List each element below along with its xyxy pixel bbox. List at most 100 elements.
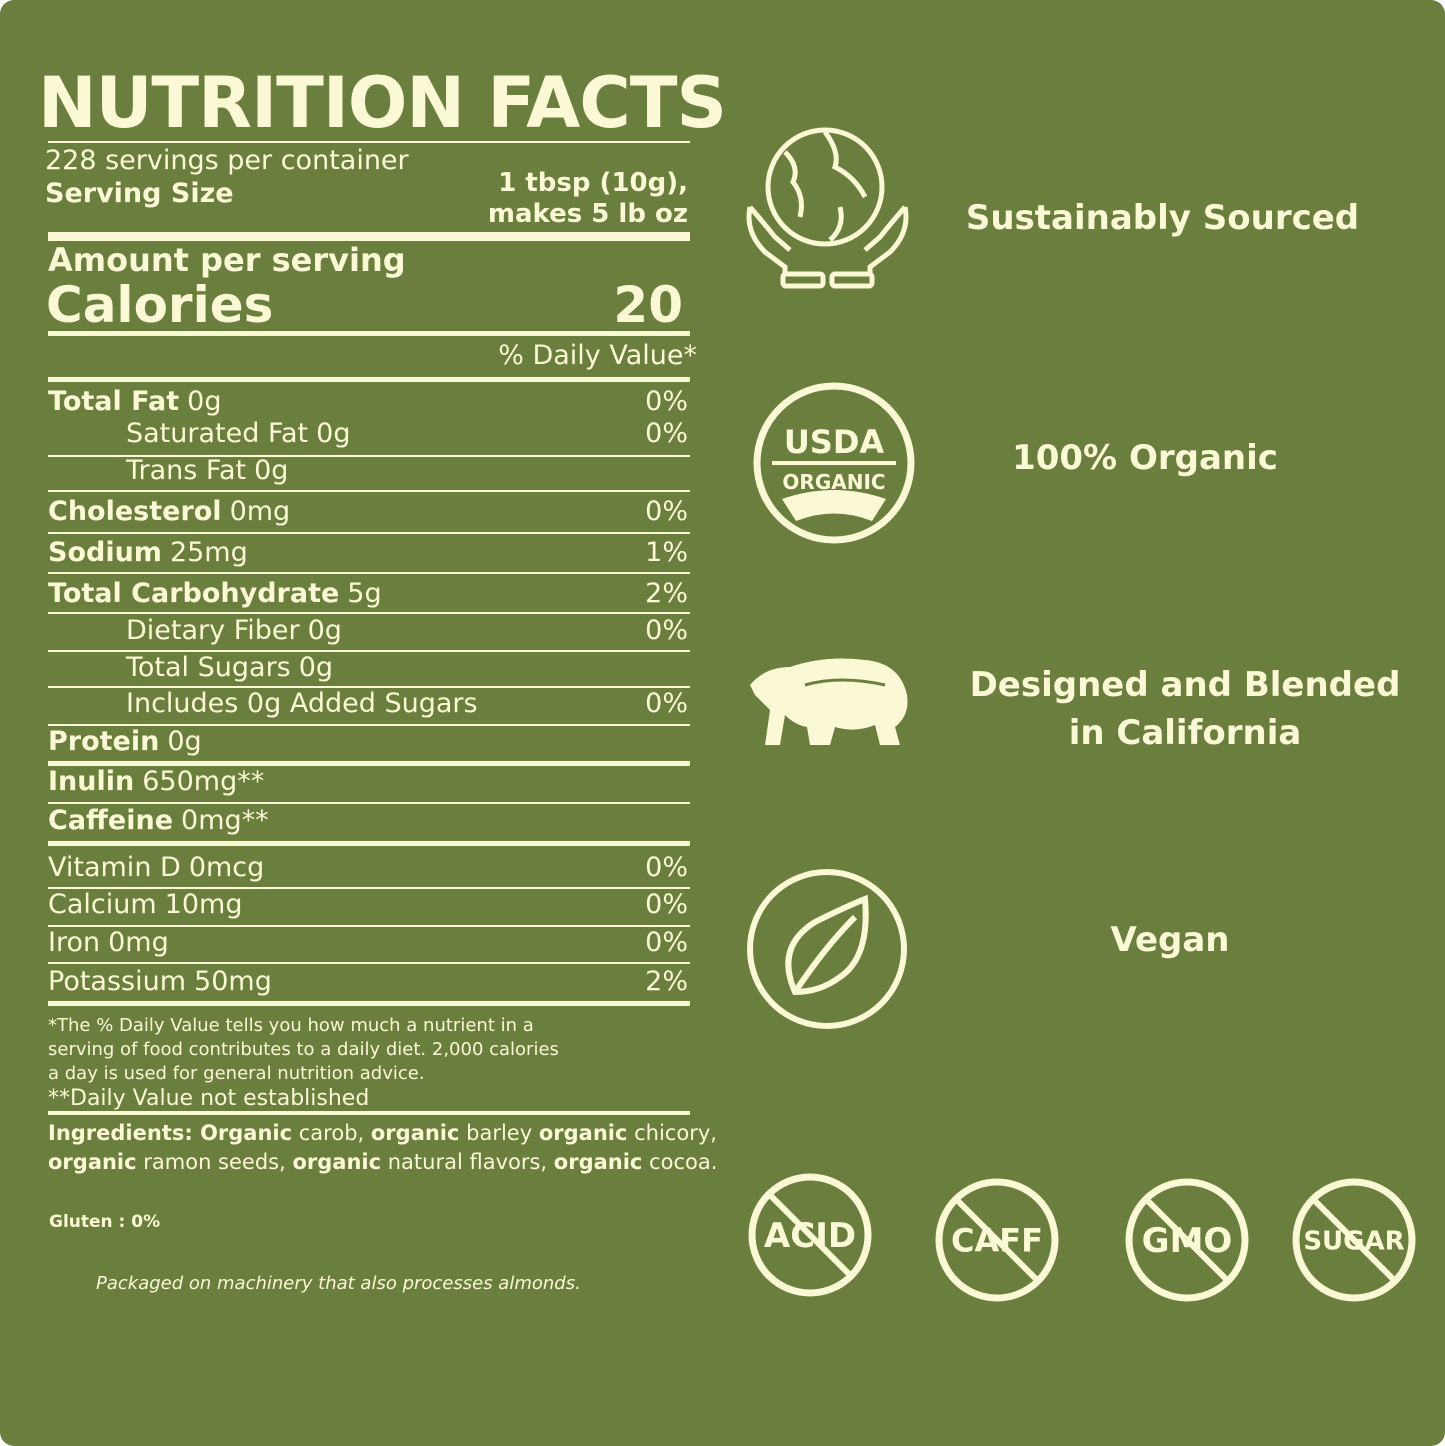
nutrient-row: Sodium 25mg 1%: [48, 535, 688, 571]
nutrient-amount: 0g: [187, 386, 222, 417]
nutrient-row: Saturated Fat 0g 0%: [48, 416, 688, 452]
nutrient-label: Dietary Fiber 0g: [126, 613, 342, 649]
divider-thick: [48, 1001, 690, 1006]
footnote-line: a day is used for general nutrition advi…: [48, 1063, 425, 1084]
nutrient-label: Inulin 650mg**: [48, 764, 264, 800]
nutrient-name: Cholesterol: [48, 496, 222, 527]
nutrient-row: Trans Fat 0g: [48, 453, 688, 489]
divider: [48, 572, 690, 574]
nutrient-amount: 25mg: [169, 537, 248, 568]
nutrient-label: Vitamin D 0mcg: [48, 850, 264, 886]
globe-hands-icon: [746, 127, 909, 289]
footnote-line: *The % Daily Value tells you how much a …: [48, 1015, 534, 1036]
no-sugar-icon: SUGAR: [1292, 1178, 1416, 1302]
nutrient-daily-value: 0%: [645, 852, 688, 883]
amount-per-serving: Amount per serving: [48, 241, 406, 279]
nutrient-daily-value: 0%: [645, 688, 688, 719]
nutrient-name: Total Fat: [48, 386, 180, 417]
allergen-statement: Packaged on machinery that also processe…: [96, 1273, 581, 1294]
usda-organic-seal-icon: USDA ORGANIC: [753, 382, 915, 544]
divider-thick: [48, 377, 690, 382]
nutrient-amount: 0mcg: [188, 852, 265, 883]
nutrient-name: Vitamin D: [48, 852, 181, 883]
nutrient-name: Sodium: [48, 537, 162, 568]
nutrient-amount: 50mg: [194, 966, 272, 997]
feature-california: Designed and Blended in California: [965, 661, 1405, 757]
nutrient-label: Saturated Fat 0g: [126, 416, 350, 452]
nutrient-daily-value: 0%: [645, 496, 688, 527]
ingredients-line: Ingredients: Organic carob, organic barl…: [48, 1119, 717, 1148]
nutrient-label: Calcium 10mg: [48, 887, 242, 923]
nutrient-name: Total Carbohydrate: [48, 578, 340, 609]
nutrient-amount: 0g: [298, 652, 334, 683]
nutrient-daily-value: 0%: [645, 927, 688, 958]
divider-thick: [48, 232, 690, 241]
nutrient-amount: 0g: [167, 726, 202, 757]
ingredient-text: barley: [459, 1121, 539, 1145]
nutrient-label: Total Carbohydrate 5g: [48, 576, 382, 612]
nutrient-row: Iron 0mg 0%: [48, 925, 688, 961]
usda-seal-text: USDA: [784, 423, 885, 461]
nutrient-row: Includes 0g Added Sugars 0%: [48, 686, 688, 722]
ingredient-text: organic: [370, 1121, 460, 1145]
nutrient-daily-value: 0%: [645, 418, 688, 449]
servings-per-container: 228 servings per container: [45, 145, 409, 176]
page-title: NUTRITION FACTS: [38, 62, 727, 144]
divider: [48, 962, 690, 964]
divider: [48, 490, 690, 492]
nutrient-row: Dietary Fiber 0g 0%: [48, 613, 688, 649]
nutrient-name: Total Sugars: [126, 652, 291, 683]
nutrient-label: Protein 0g: [48, 724, 202, 760]
nutrient-amount: 5g: [347, 578, 382, 609]
divider: [48, 841, 690, 846]
divider: [48, 650, 690, 652]
nutrient-label: Cholesterol 0mg: [48, 494, 290, 530]
feature-organic: 100% Organic: [1012, 438, 1278, 478]
divider: [48, 724, 690, 726]
feature-california-line: in California: [1068, 713, 1302, 753]
divider-thick: [48, 331, 690, 336]
nutrient-row: Total Sugars 0g: [48, 650, 688, 686]
nutrient-row: Cholesterol 0mg 0%: [48, 494, 688, 530]
divider: [48, 686, 690, 688]
nutrient-row: Total Fat 0g 0%: [48, 384, 688, 420]
ingredients: Ingredients: Organic carob, organic barl…: [48, 1119, 717, 1177]
serving-size-label: Serving Size: [45, 178, 234, 209]
no-caffeine-icon: CAFF: [935, 1178, 1059, 1302]
nutrient-amount: 0mg**: [181, 805, 269, 836]
ingredient-text: ramon seeds,: [136, 1150, 293, 1174]
calories-value: 20: [613, 276, 683, 334]
nutrient-row: Inulin 650mg**: [48, 764, 688, 800]
no-acid-icon: ACID: [748, 1173, 872, 1297]
ingredient-text: Ingredients: Organic: [48, 1121, 293, 1145]
nutrient-row: Caffeine 0mg**: [48, 803, 688, 839]
nutrient-name: Saturated Fat: [126, 418, 309, 449]
nutrient-label: Total Sugars 0g: [126, 650, 333, 686]
nutrient-row: Vitamin D 0mcg 0%: [48, 850, 688, 886]
gluten-info: Gluten : 0%: [49, 1212, 161, 1232]
nutrient-name: Protein: [48, 726, 160, 757]
nutrient-daily-value: 2%: [645, 966, 688, 997]
feature-sustainably-sourced: Sustainably Sourced: [965, 198, 1360, 238]
ingredient-text: carob,: [292, 1121, 371, 1145]
nutrient-amount: 0g: [316, 418, 351, 449]
nutrient-amount: 0g: [254, 455, 289, 486]
calories-label: Calories: [46, 276, 274, 334]
serving-size-value-2: makes 5 lb oz: [487, 199, 688, 229]
ingredient-text: cocoa.: [642, 1150, 718, 1174]
nutrient-label: Caffeine 0mg**: [48, 803, 269, 839]
nutrient-label: Trans Fat 0g: [126, 453, 288, 489]
nutrient-daily-value: 0%: [645, 386, 688, 417]
nutrient-row: Protein 0g: [48, 724, 688, 760]
divider: [48, 1111, 690, 1115]
feature-vegan: Vegan: [1110, 920, 1230, 960]
nutrient-daily-value: 0%: [645, 615, 688, 646]
divider: [48, 455, 690, 457]
divider: [48, 925, 690, 927]
ingredient-text: organic: [292, 1150, 382, 1174]
nutrient-name: Calcium: [48, 889, 157, 920]
nutrient-amount: 0mg: [108, 927, 169, 958]
divider: [48, 887, 690, 889]
divider: [48, 761, 690, 766]
